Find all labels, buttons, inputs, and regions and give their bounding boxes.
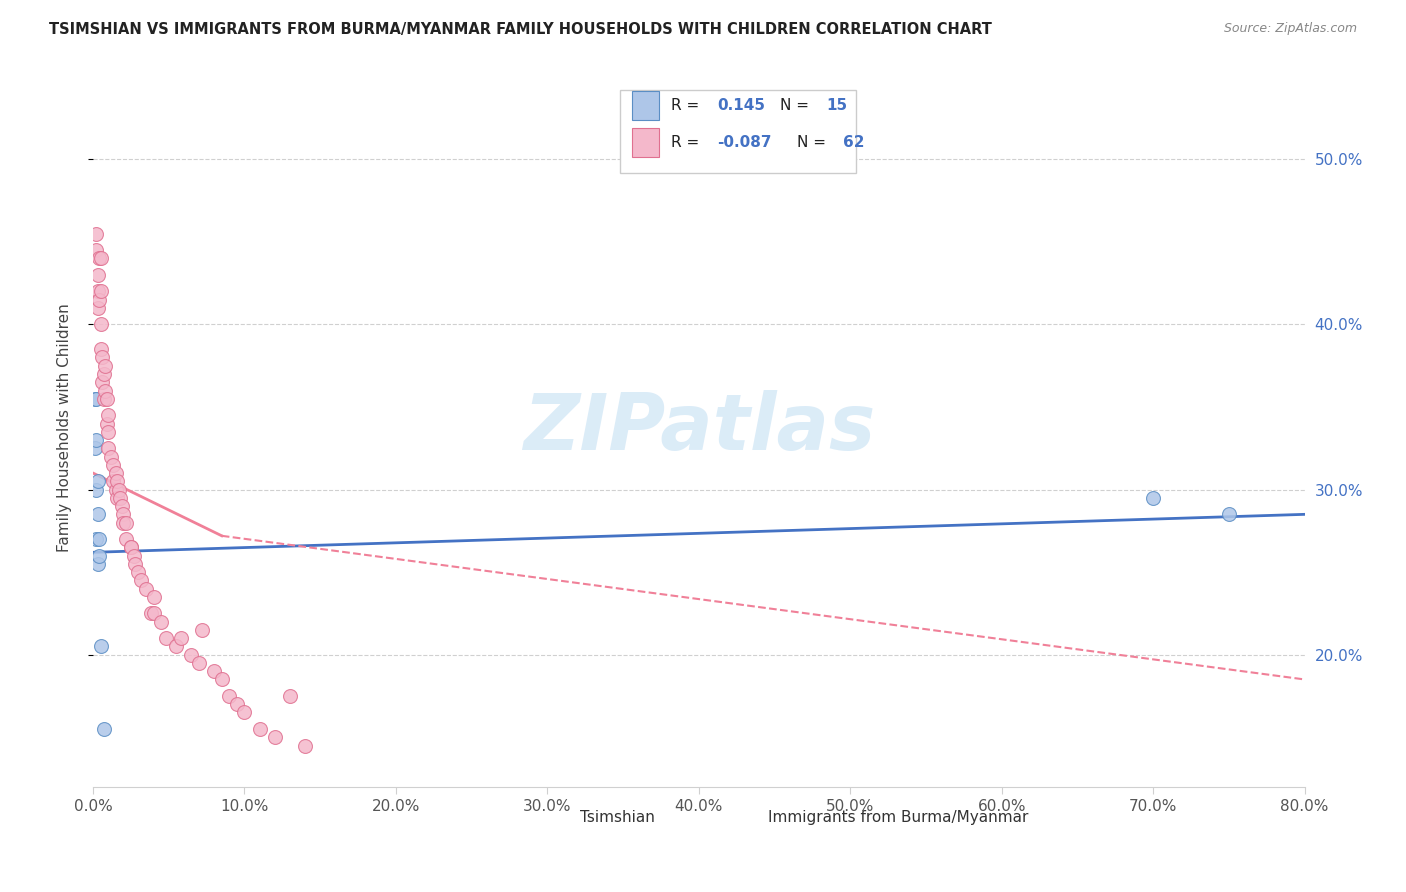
Point bbox=[139, 607, 162, 621]
Point bbox=[107, 483, 129, 497]
Point bbox=[90, 285, 112, 299]
Point bbox=[233, 706, 256, 720]
Point bbox=[94, 359, 117, 373]
Point bbox=[104, 483, 127, 497]
Point bbox=[263, 731, 285, 745]
Point bbox=[96, 392, 118, 406]
FancyBboxPatch shape bbox=[633, 91, 659, 120]
Point bbox=[120, 541, 142, 555]
Point bbox=[84, 227, 107, 241]
Point bbox=[112, 516, 135, 530]
Point bbox=[278, 689, 301, 703]
Text: N =: N = bbox=[797, 135, 831, 150]
Point bbox=[1218, 508, 1240, 522]
Point bbox=[127, 565, 149, 579]
Text: 0.145: 0.145 bbox=[717, 97, 765, 112]
Text: TSIMSHIAN VS IMMIGRANTS FROM BURMA/MYANMAR FAMILY HOUSEHOLDS WITH CHILDREN CORRE: TSIMSHIAN VS IMMIGRANTS FROM BURMA/MYANM… bbox=[49, 22, 993, 37]
Point bbox=[86, 285, 108, 299]
Point bbox=[218, 689, 240, 703]
Point bbox=[165, 640, 187, 654]
FancyBboxPatch shape bbox=[620, 90, 856, 173]
Point bbox=[84, 392, 107, 406]
Text: ZIPatlas: ZIPatlas bbox=[523, 390, 875, 466]
Point bbox=[1142, 491, 1164, 505]
Point bbox=[84, 243, 107, 257]
Point bbox=[83, 442, 105, 456]
Point bbox=[84, 483, 107, 497]
Point bbox=[188, 656, 211, 670]
Point bbox=[155, 631, 177, 645]
Point bbox=[211, 673, 233, 687]
Text: 62: 62 bbox=[844, 135, 865, 150]
Point bbox=[120, 541, 142, 555]
Text: -0.087: -0.087 bbox=[717, 135, 772, 150]
Point bbox=[105, 491, 128, 505]
Point bbox=[142, 590, 165, 604]
Point bbox=[86, 557, 108, 571]
Point bbox=[93, 722, 115, 736]
Point bbox=[86, 301, 108, 315]
Point bbox=[131, 574, 153, 588]
Point bbox=[101, 475, 124, 489]
Point bbox=[86, 508, 108, 522]
Point bbox=[191, 623, 214, 637]
Point bbox=[170, 631, 193, 645]
Point bbox=[90, 343, 112, 357]
Point bbox=[101, 458, 124, 472]
Point bbox=[84, 433, 107, 447]
Point bbox=[86, 268, 108, 282]
Point bbox=[86, 475, 108, 489]
Point bbox=[87, 252, 110, 266]
Point bbox=[112, 508, 135, 522]
Text: N =: N = bbox=[780, 97, 814, 112]
Point bbox=[180, 648, 202, 662]
Point bbox=[110, 491, 132, 505]
FancyBboxPatch shape bbox=[730, 808, 756, 826]
Text: Source: ZipAtlas.com: Source: ZipAtlas.com bbox=[1223, 22, 1357, 36]
Point bbox=[91, 376, 114, 390]
Point bbox=[84, 532, 107, 546]
Point bbox=[90, 640, 112, 654]
FancyBboxPatch shape bbox=[541, 808, 568, 826]
Point bbox=[249, 722, 271, 736]
Point bbox=[122, 549, 145, 563]
Point bbox=[100, 450, 122, 464]
Point bbox=[97, 425, 120, 439]
Point bbox=[104, 466, 127, 480]
Point bbox=[87, 293, 110, 307]
Point bbox=[150, 615, 173, 629]
Point bbox=[94, 384, 117, 398]
Point bbox=[124, 557, 146, 571]
Point bbox=[105, 475, 128, 489]
Point bbox=[93, 392, 115, 406]
Point bbox=[91, 351, 114, 365]
Point bbox=[111, 499, 134, 513]
Y-axis label: Family Households with Children: Family Households with Children bbox=[58, 303, 72, 552]
Text: R =: R = bbox=[671, 135, 704, 150]
Point bbox=[96, 417, 118, 431]
Point bbox=[90, 252, 112, 266]
Text: Tsimshian: Tsimshian bbox=[581, 810, 655, 825]
Point bbox=[202, 664, 225, 678]
Point bbox=[115, 532, 138, 546]
Text: Immigrants from Burma/Myanmar: Immigrants from Burma/Myanmar bbox=[768, 810, 1028, 825]
Point bbox=[142, 607, 165, 621]
Point bbox=[97, 409, 120, 423]
Text: 15: 15 bbox=[827, 97, 848, 112]
Point bbox=[115, 516, 138, 530]
Point bbox=[135, 582, 157, 596]
Text: R =: R = bbox=[671, 97, 704, 112]
Point bbox=[294, 739, 316, 753]
FancyBboxPatch shape bbox=[633, 128, 659, 157]
Point bbox=[90, 318, 112, 332]
Point bbox=[225, 697, 247, 711]
Point bbox=[87, 532, 110, 546]
Point bbox=[87, 549, 110, 563]
Point bbox=[93, 367, 115, 381]
Point bbox=[83, 392, 105, 406]
Point bbox=[97, 442, 120, 456]
